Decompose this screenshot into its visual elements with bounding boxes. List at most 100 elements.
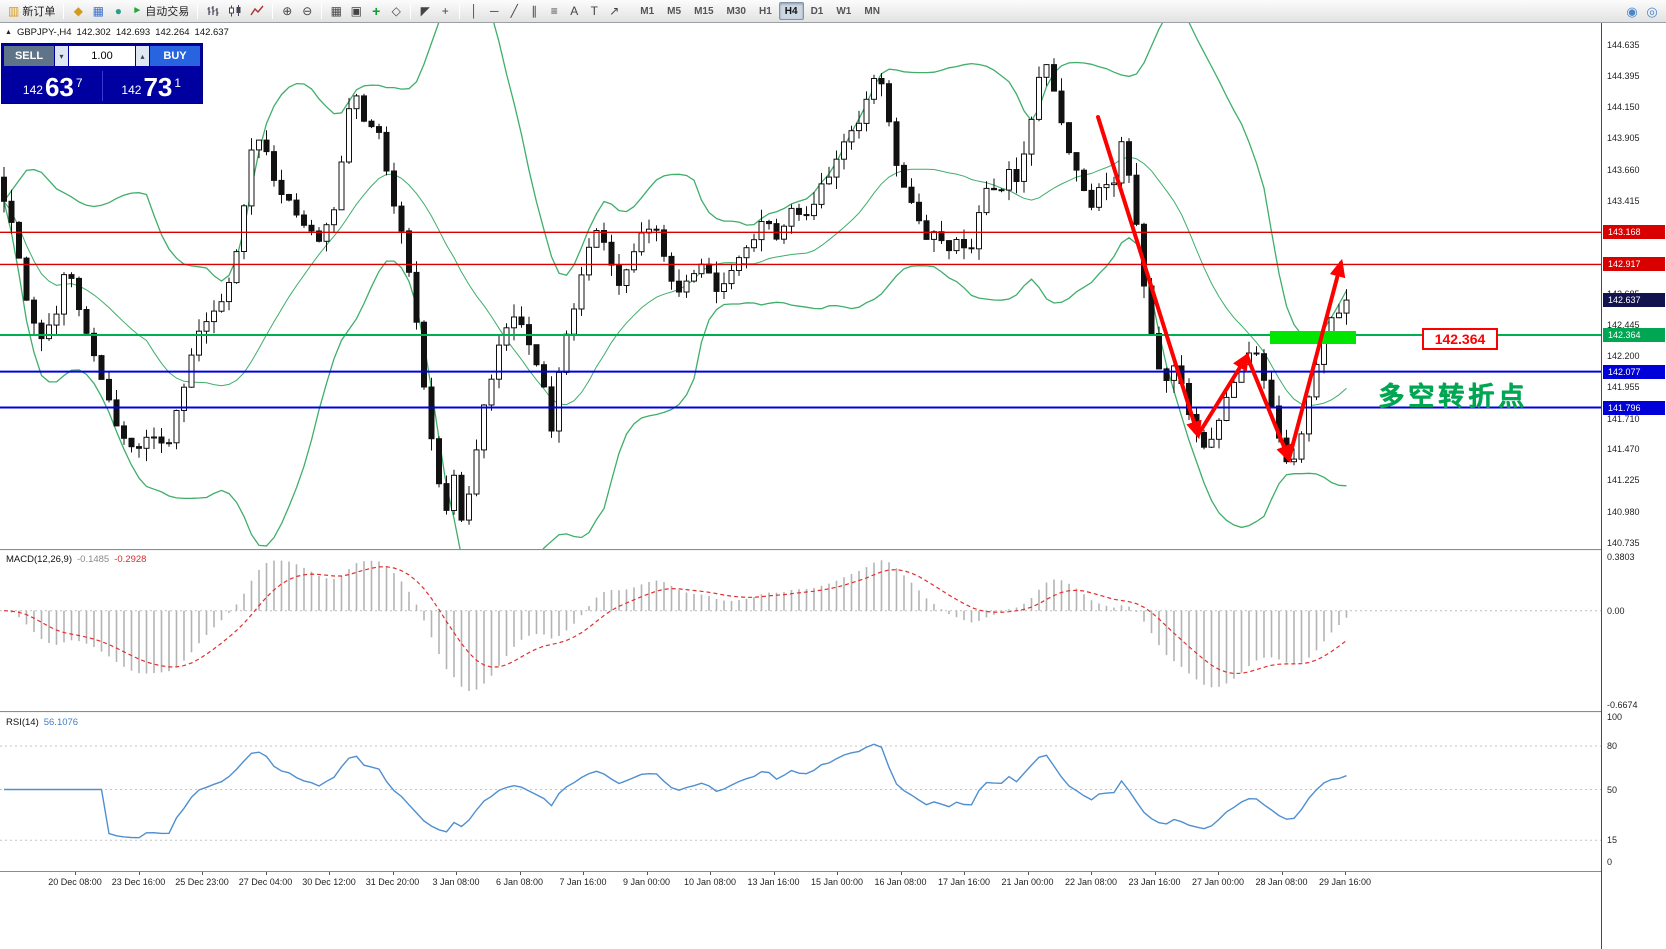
vertical-line-button[interactable]: │ bbox=[464, 1, 484, 21]
timeframe-button-m1[interactable]: M1 bbox=[640, 5, 655, 17]
rsi-chart[interactable] bbox=[0, 713, 1601, 871]
toolbar-separator bbox=[63, 3, 65, 19]
line-chart-button[interactable] bbox=[246, 1, 268, 21]
time-axis-label: 23 Dec 16:00 bbox=[111, 877, 166, 887]
time-axis-tick bbox=[583, 872, 584, 875]
price-axis-tick: 142.445 bbox=[1607, 320, 1640, 330]
annotation-text[interactable]: 多空转折点 bbox=[1378, 381, 1529, 411]
price-axis-tick: 140.735 bbox=[1607, 538, 1640, 548]
buy-price[interactable]: 142 73 1 bbox=[103, 74, 201, 101]
time-axis-label: 27 Jan 00:00 bbox=[1191, 877, 1245, 887]
help-button[interactable]: ◎ bbox=[1642, 1, 1662, 21]
templates-button[interactable]: ▣ bbox=[346, 1, 366, 21]
sell-button[interactable]: SELL bbox=[4, 46, 54, 66]
macd-axis-label: 0.00 bbox=[1607, 606, 1625, 616]
navigator-button[interactable]: ● bbox=[108, 1, 128, 21]
trendline-button[interactable]: ╱ bbox=[504, 1, 524, 21]
tile-windows-button[interactable]: ▦ bbox=[326, 1, 346, 21]
time-axis-label: 17 Jan 16:00 bbox=[937, 877, 991, 887]
time-axis-tick bbox=[1281, 872, 1283, 875]
time-axis-label: 20 Dec 08:00 bbox=[48, 877, 102, 887]
macd-chart[interactable] bbox=[0, 551, 1601, 711]
zoom-out-button[interactable]: ⊖ bbox=[297, 1, 317, 21]
fibonacci-icon: ≡ bbox=[550, 4, 558, 18]
horizontal-line-button[interactable]: ─ bbox=[484, 1, 504, 21]
timeframe-button-h4[interactable]: H4 bbox=[778, 2, 804, 20]
modify-button[interactable]: ◆ bbox=[68, 1, 88, 21]
cursor-button[interactable]: ◤ bbox=[415, 1, 435, 21]
time-axis-tick bbox=[1218, 872, 1219, 875]
price-axis-tick: 142.200 bbox=[1607, 351, 1640, 361]
rsi-pane[interactable] bbox=[0, 713, 1601, 871]
period-button[interactable]: ◇ bbox=[386, 1, 406, 21]
crosshair-icon: + bbox=[441, 4, 449, 18]
timeframe-button-mn[interactable]: MN bbox=[864, 5, 880, 17]
main-chart[interactable] bbox=[0, 23, 1601, 549]
macd-name: MACD(12,26,9) bbox=[6, 554, 72, 565]
price-chart-pane[interactable]: ▲ GBPJPY-,H4 142.302 142.693 142.264 142… bbox=[0, 23, 1601, 549]
hammer-icon: ◆ bbox=[73, 4, 83, 18]
price-axis-tick: 144.635 bbox=[1607, 40, 1640, 50]
fibonacci-button[interactable]: ≡ bbox=[544, 1, 564, 21]
crosshair-button[interactable]: + bbox=[435, 1, 455, 21]
horizontal-line-icon: ─ bbox=[489, 4, 499, 18]
price-axis-tick: 143.660 bbox=[1607, 165, 1640, 175]
timeframe-button-w1[interactable]: W1 bbox=[836, 5, 852, 17]
toolbar-separator bbox=[459, 3, 461, 19]
community-icon: ◉ bbox=[1626, 3, 1638, 19]
period-icon: ◇ bbox=[391, 4, 401, 18]
zoom-in-button[interactable]: ⊕ bbox=[277, 1, 297, 21]
time-axis-tick bbox=[75, 872, 76, 875]
volume-decrease-button[interactable]: ▾ bbox=[55, 46, 68, 66]
time-axis-label: 9 Jan 00:00 bbox=[622, 877, 671, 887]
market-watch-button[interactable]: ▦ bbox=[88, 1, 108, 21]
timeframe-button-m5[interactable]: M5 bbox=[667, 5, 682, 17]
price-callout-label[interactable]: 142.364 bbox=[1422, 328, 1498, 350]
timeframe-button-m15[interactable]: M15 bbox=[694, 5, 714, 17]
timeframe-button-m30[interactable]: M30 bbox=[726, 5, 746, 17]
ohlc-low: 142.264 bbox=[155, 27, 190, 38]
price-axis-tick: 140.980 bbox=[1607, 507, 1640, 517]
toolbar-separator bbox=[272, 3, 274, 19]
time-axis-tick bbox=[392, 872, 394, 875]
rsi-axis-label: 100 bbox=[1607, 712, 1623, 722]
candlestick-chart-button[interactable] bbox=[224, 1, 246, 21]
sell-price-big: 63 bbox=[44, 72, 74, 102]
one-click-toggle-icon[interactable]: ▲ bbox=[5, 29, 12, 36]
play-icon: ► bbox=[132, 5, 143, 16]
timeframe-button-d1[interactable]: D1 bbox=[810, 5, 824, 17]
time-axis-tick bbox=[1345, 872, 1346, 875]
bar-chart-button[interactable] bbox=[202, 1, 224, 21]
time-axis-tick bbox=[646, 872, 648, 875]
pane-separator[interactable] bbox=[0, 549, 1666, 551]
price-axis[interactable]: 144.635 144.395 144.150 143.905 143.660 143.4… bbox=[1601, 23, 1666, 949]
rsi-indicator-label: RSI(14) 56.1076 bbox=[6, 717, 78, 728]
pane-separator[interactable] bbox=[0, 711, 1666, 713]
buy-button[interactable]: BUY bbox=[150, 46, 200, 66]
sell-price[interactable]: 142 63 7 bbox=[4, 74, 102, 101]
auto-trading-button[interactable]: ► 自动交易 bbox=[128, 1, 193, 21]
timeframe-button-h1[interactable]: H1 bbox=[758, 5, 772, 17]
price-badge: 142.077 bbox=[1603, 365, 1665, 379]
text-button[interactable]: A bbox=[564, 1, 584, 21]
time-axis-label: 13 Jan 16:00 bbox=[747, 877, 800, 887]
channel-button[interactable]: ∥ bbox=[524, 1, 544, 21]
buy-price-sup: 1 bbox=[174, 76, 182, 90]
time-axis[interactable]: 20 Dec 08:00 23 Dec 16:00 25 Dec 23:00 27 D… bbox=[0, 872, 1601, 949]
community-button[interactable]: ◉ bbox=[1622, 1, 1642, 21]
candlestick-icon bbox=[229, 5, 241, 17]
label-icon: T bbox=[590, 4, 598, 18]
time-axis-label: 30 Dec 12:00 bbox=[302, 877, 356, 887]
time-axis-tick bbox=[138, 872, 140, 875]
macd-pane[interactable] bbox=[0, 551, 1601, 711]
time-axis-label: 6 Jan 08:00 bbox=[495, 877, 544, 887]
volume-input[interactable]: 1.00 bbox=[69, 46, 135, 66]
new-order-button[interactable]: ▥ 新订单 bbox=[4, 1, 59, 21]
text-label-button[interactable]: T bbox=[584, 1, 604, 21]
zoom-in-icon: ⊕ bbox=[282, 4, 293, 18]
indicators-button[interactable]: + bbox=[366, 1, 386, 21]
arrows-button[interactable]: ↗ bbox=[604, 1, 624, 21]
rsi-axis-label: 0 bbox=[1607, 857, 1613, 867]
volume-increase-button[interactable]: ▴ bbox=[136, 46, 149, 66]
ohlc-close: 142.637 bbox=[194, 27, 229, 38]
